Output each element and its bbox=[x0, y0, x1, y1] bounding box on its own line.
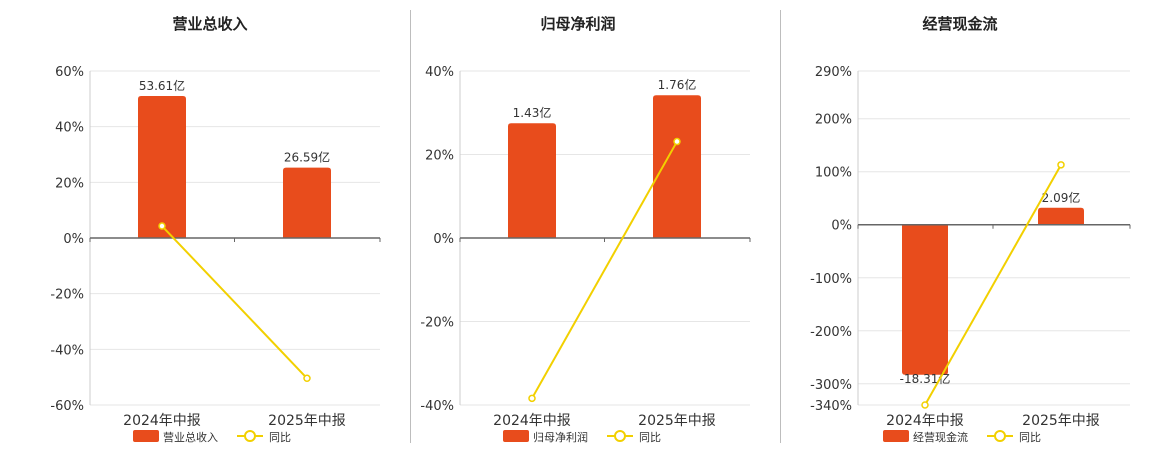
chart-title: 归母净利润 bbox=[540, 15, 615, 33]
y-tick-label: 20% bbox=[55, 176, 84, 191]
bar-data-label: 53.61亿 bbox=[139, 78, 185, 93]
y-tick-label: -100% bbox=[810, 272, 852, 287]
y-tick-label: 0% bbox=[831, 219, 852, 234]
legend-label-bar: 营业总收入 bbox=[163, 430, 218, 444]
y-tick-label: -200% bbox=[810, 325, 852, 340]
bar bbox=[1038, 207, 1084, 225]
y-tick-label: 200% bbox=[815, 113, 852, 128]
yoy-point bbox=[921, 401, 929, 409]
bar bbox=[508, 123, 556, 238]
yoy-line bbox=[924, 164, 1062, 406]
x-category-label: 2024年中报 bbox=[886, 413, 964, 429]
legend-label-line: 同比 bbox=[269, 431, 291, 444]
legend-label-bar: 归母净利润 bbox=[533, 430, 588, 444]
y-tick-label: -300% bbox=[810, 378, 852, 393]
panel-divider bbox=[780, 10, 781, 443]
x-category-label: 2024年中报 bbox=[123, 413, 201, 429]
legend-swatch-marker bbox=[614, 430, 626, 442]
y-tick-label: -340% bbox=[810, 399, 852, 414]
legend-swatch-bar bbox=[503, 430, 529, 442]
bar bbox=[138, 96, 186, 238]
bar-data-label: 2.09亿 bbox=[1042, 190, 1081, 205]
legend-label-bar: 经营现金流 bbox=[913, 430, 968, 444]
chart-title: 经营现金流 bbox=[922, 15, 997, 33]
legend-swatch-bar bbox=[883, 430, 909, 442]
yoy-point bbox=[673, 137, 681, 146]
y-tick-label: -40% bbox=[50, 343, 84, 358]
y-tick-label: 0% bbox=[433, 232, 454, 247]
y-tick-label: 40% bbox=[425, 65, 454, 80]
chart-title: 营业总收入 bbox=[172, 15, 247, 33]
x-category-label: 2024年中报 bbox=[493, 413, 571, 429]
yoy-point bbox=[528, 394, 536, 403]
y-tick-label: 20% bbox=[425, 149, 454, 164]
legend-swatch-marker bbox=[244, 430, 256, 442]
y-tick-label: 100% bbox=[815, 166, 852, 181]
y-tick-label: -60% bbox=[50, 399, 84, 414]
y-tick-label: 290% bbox=[815, 65, 852, 80]
y-tick-label: 60% bbox=[55, 65, 84, 80]
yoy-point bbox=[158, 222, 166, 230]
x-category-label: 2025年中报 bbox=[1022, 413, 1100, 429]
panel-divider bbox=[410, 10, 411, 443]
y-tick-label: -20% bbox=[50, 288, 84, 303]
x-category-label: 2025年中报 bbox=[638, 413, 716, 429]
legend-swatch-bar bbox=[133, 430, 159, 442]
yoy-point bbox=[1057, 161, 1065, 169]
legend-label-line: 同比 bbox=[639, 431, 661, 444]
legend-swatch-marker bbox=[994, 430, 1006, 442]
yoy-line bbox=[531, 141, 678, 399]
x-category-label: 2025年中报 bbox=[268, 413, 346, 429]
bar bbox=[653, 95, 701, 238]
bar bbox=[283, 167, 331, 238]
y-tick-label: -20% bbox=[420, 316, 454, 331]
y-tick-label: 0% bbox=[63, 232, 84, 247]
yoy-point bbox=[303, 374, 311, 383]
bar bbox=[902, 224, 948, 375]
bar-data-label: 26.59亿 bbox=[284, 150, 330, 165]
yoy-line bbox=[161, 225, 308, 379]
bar-data-label: 1.43亿 bbox=[513, 105, 552, 120]
bar-data-label: 1.76亿 bbox=[658, 77, 697, 92]
y-tick-label: 40% bbox=[55, 121, 84, 136]
y-tick-label: -40% bbox=[420, 399, 454, 414]
legend-label-line: 同比 bbox=[1019, 431, 1041, 444]
